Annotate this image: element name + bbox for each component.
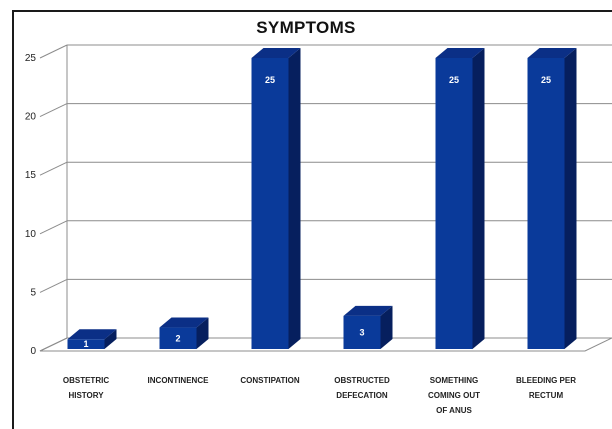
chart-border	[12, 10, 612, 429]
bar	[527, 58, 565, 349]
gridline-diagonal	[39, 161, 68, 176]
data-label: 25	[449, 75, 459, 85]
bar-side	[104, 329, 117, 349]
bar	[343, 315, 381, 349]
x-tick-label: CONSTIPATION	[240, 376, 299, 385]
x-tick-label: OBSTETRIC HISTORY	[63, 376, 109, 400]
bar-side	[564, 48, 577, 349]
bar-side	[380, 305, 393, 349]
bar	[67, 339, 105, 349]
chart-title: SYMPTOMS	[256, 18, 356, 37]
gridline-diagonal	[39, 220, 68, 235]
data-label: 3	[359, 327, 364, 337]
bar-top	[343, 305, 393, 316]
bar-top	[251, 48, 301, 58]
x-tick-label: INCONTINENCE	[148, 376, 210, 385]
data-label: 1	[83, 339, 88, 349]
y-tick-label: 0	[30, 346, 36, 357]
data-label: 25	[265, 75, 275, 85]
bar-side	[288, 48, 301, 349]
bar	[159, 327, 197, 349]
y-tick-label: 10	[25, 229, 37, 240]
x-tick-label: OBSTRUCTED DEFECATION	[334, 376, 390, 400]
y-tick-label: 15	[25, 170, 37, 181]
y-tick-label: 5	[30, 287, 36, 298]
bar-top	[527, 48, 577, 58]
bar	[251, 58, 289, 349]
y-tick-label: 20	[25, 112, 37, 123]
data-label: 25	[541, 75, 551, 85]
gridline-diagonal	[39, 44, 68, 59]
bar-side	[472, 48, 485, 349]
chart-floor	[39, 337, 612, 352]
bar-top	[159, 317, 209, 328]
gridline-diagonal	[39, 278, 68, 293]
bar-top	[435, 48, 485, 58]
bar	[435, 58, 473, 349]
bar-top	[67, 329, 117, 340]
bar-side	[196, 317, 209, 349]
data-label: 2	[175, 333, 180, 343]
x-tick-label: SOMETHING COMING OUT OF ANUS	[428, 376, 480, 415]
y-tick-label: 25	[25, 53, 37, 64]
gridline-diagonal	[39, 103, 68, 118]
x-tick-label: BLEEDING PER RECTUM	[516, 376, 576, 400]
gridline-diagonal	[39, 337, 68, 352]
